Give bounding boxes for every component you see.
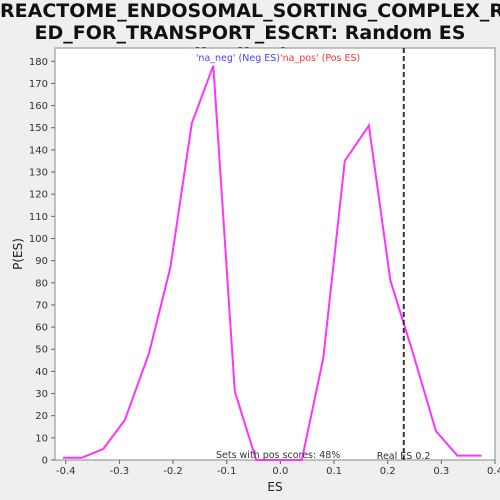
x-tick-label: 0.2 <box>380 466 396 477</box>
y-tick-label: 30 <box>35 389 48 400</box>
x-tick-label: 0.4 <box>487 466 500 477</box>
y-tick-label: 160 <box>29 101 48 112</box>
x-tick-label: 0.3 <box>433 466 449 477</box>
y-tick-label: 100 <box>29 234 48 245</box>
x-axis: -0.4 -0.3 -0.2 -0.1 0.0 0.1 0.2 0.3 0.4 <box>56 460 500 477</box>
y-tick-label: 70 <box>35 300 48 311</box>
x-tick-label: -0.4 <box>56 466 76 477</box>
x-tick-label: 0.0 <box>272 466 288 477</box>
x-axis-title: ES <box>267 480 282 494</box>
y-tick-label: 140 <box>29 145 48 156</box>
plot-area <box>55 48 495 460</box>
y-tick-label: 60 <box>35 323 48 334</box>
real-es-label: Real ES 0.2 <box>377 451 431 462</box>
y-tick-label: 150 <box>29 123 48 134</box>
x-tick-label: -0.2 <box>163 466 183 477</box>
y-tick-label: 130 <box>29 168 48 179</box>
legend-pos: 'na_pos' (Pos ES) <box>280 53 360 64</box>
pos-scores-label: Sets with pos scores: 48% <box>216 450 340 461</box>
y-tick-label: 10 <box>35 433 48 444</box>
y-tick-label: 80 <box>35 278 48 289</box>
y-axis-title: P(ES) <box>11 238 25 270</box>
y-tick-label: 20 <box>35 411 48 422</box>
y-axis: 0 10 20 30 40 50 60 70 80 90 100 110 120 130 140 150 160… <box>29 57 55 467</box>
y-tick-label: 170 <box>29 79 48 90</box>
x-tick-label: -0.3 <box>110 466 130 477</box>
x-tick-label: 0.1 <box>326 466 342 477</box>
y-tick-label: 50 <box>35 345 48 356</box>
y-tick-label: 90 <box>35 256 48 267</box>
y-tick-label: 110 <box>29 212 48 223</box>
x-tick-label: -0.1 <box>217 466 237 477</box>
y-tick-label: 180 <box>29 57 48 68</box>
y-tick-label: 120 <box>29 190 48 201</box>
legend-neg: 'na_neg' (Neg ES) <box>196 53 280 64</box>
y-tick-label: 0 <box>42 456 48 467</box>
y-tick-label: 40 <box>35 367 48 378</box>
